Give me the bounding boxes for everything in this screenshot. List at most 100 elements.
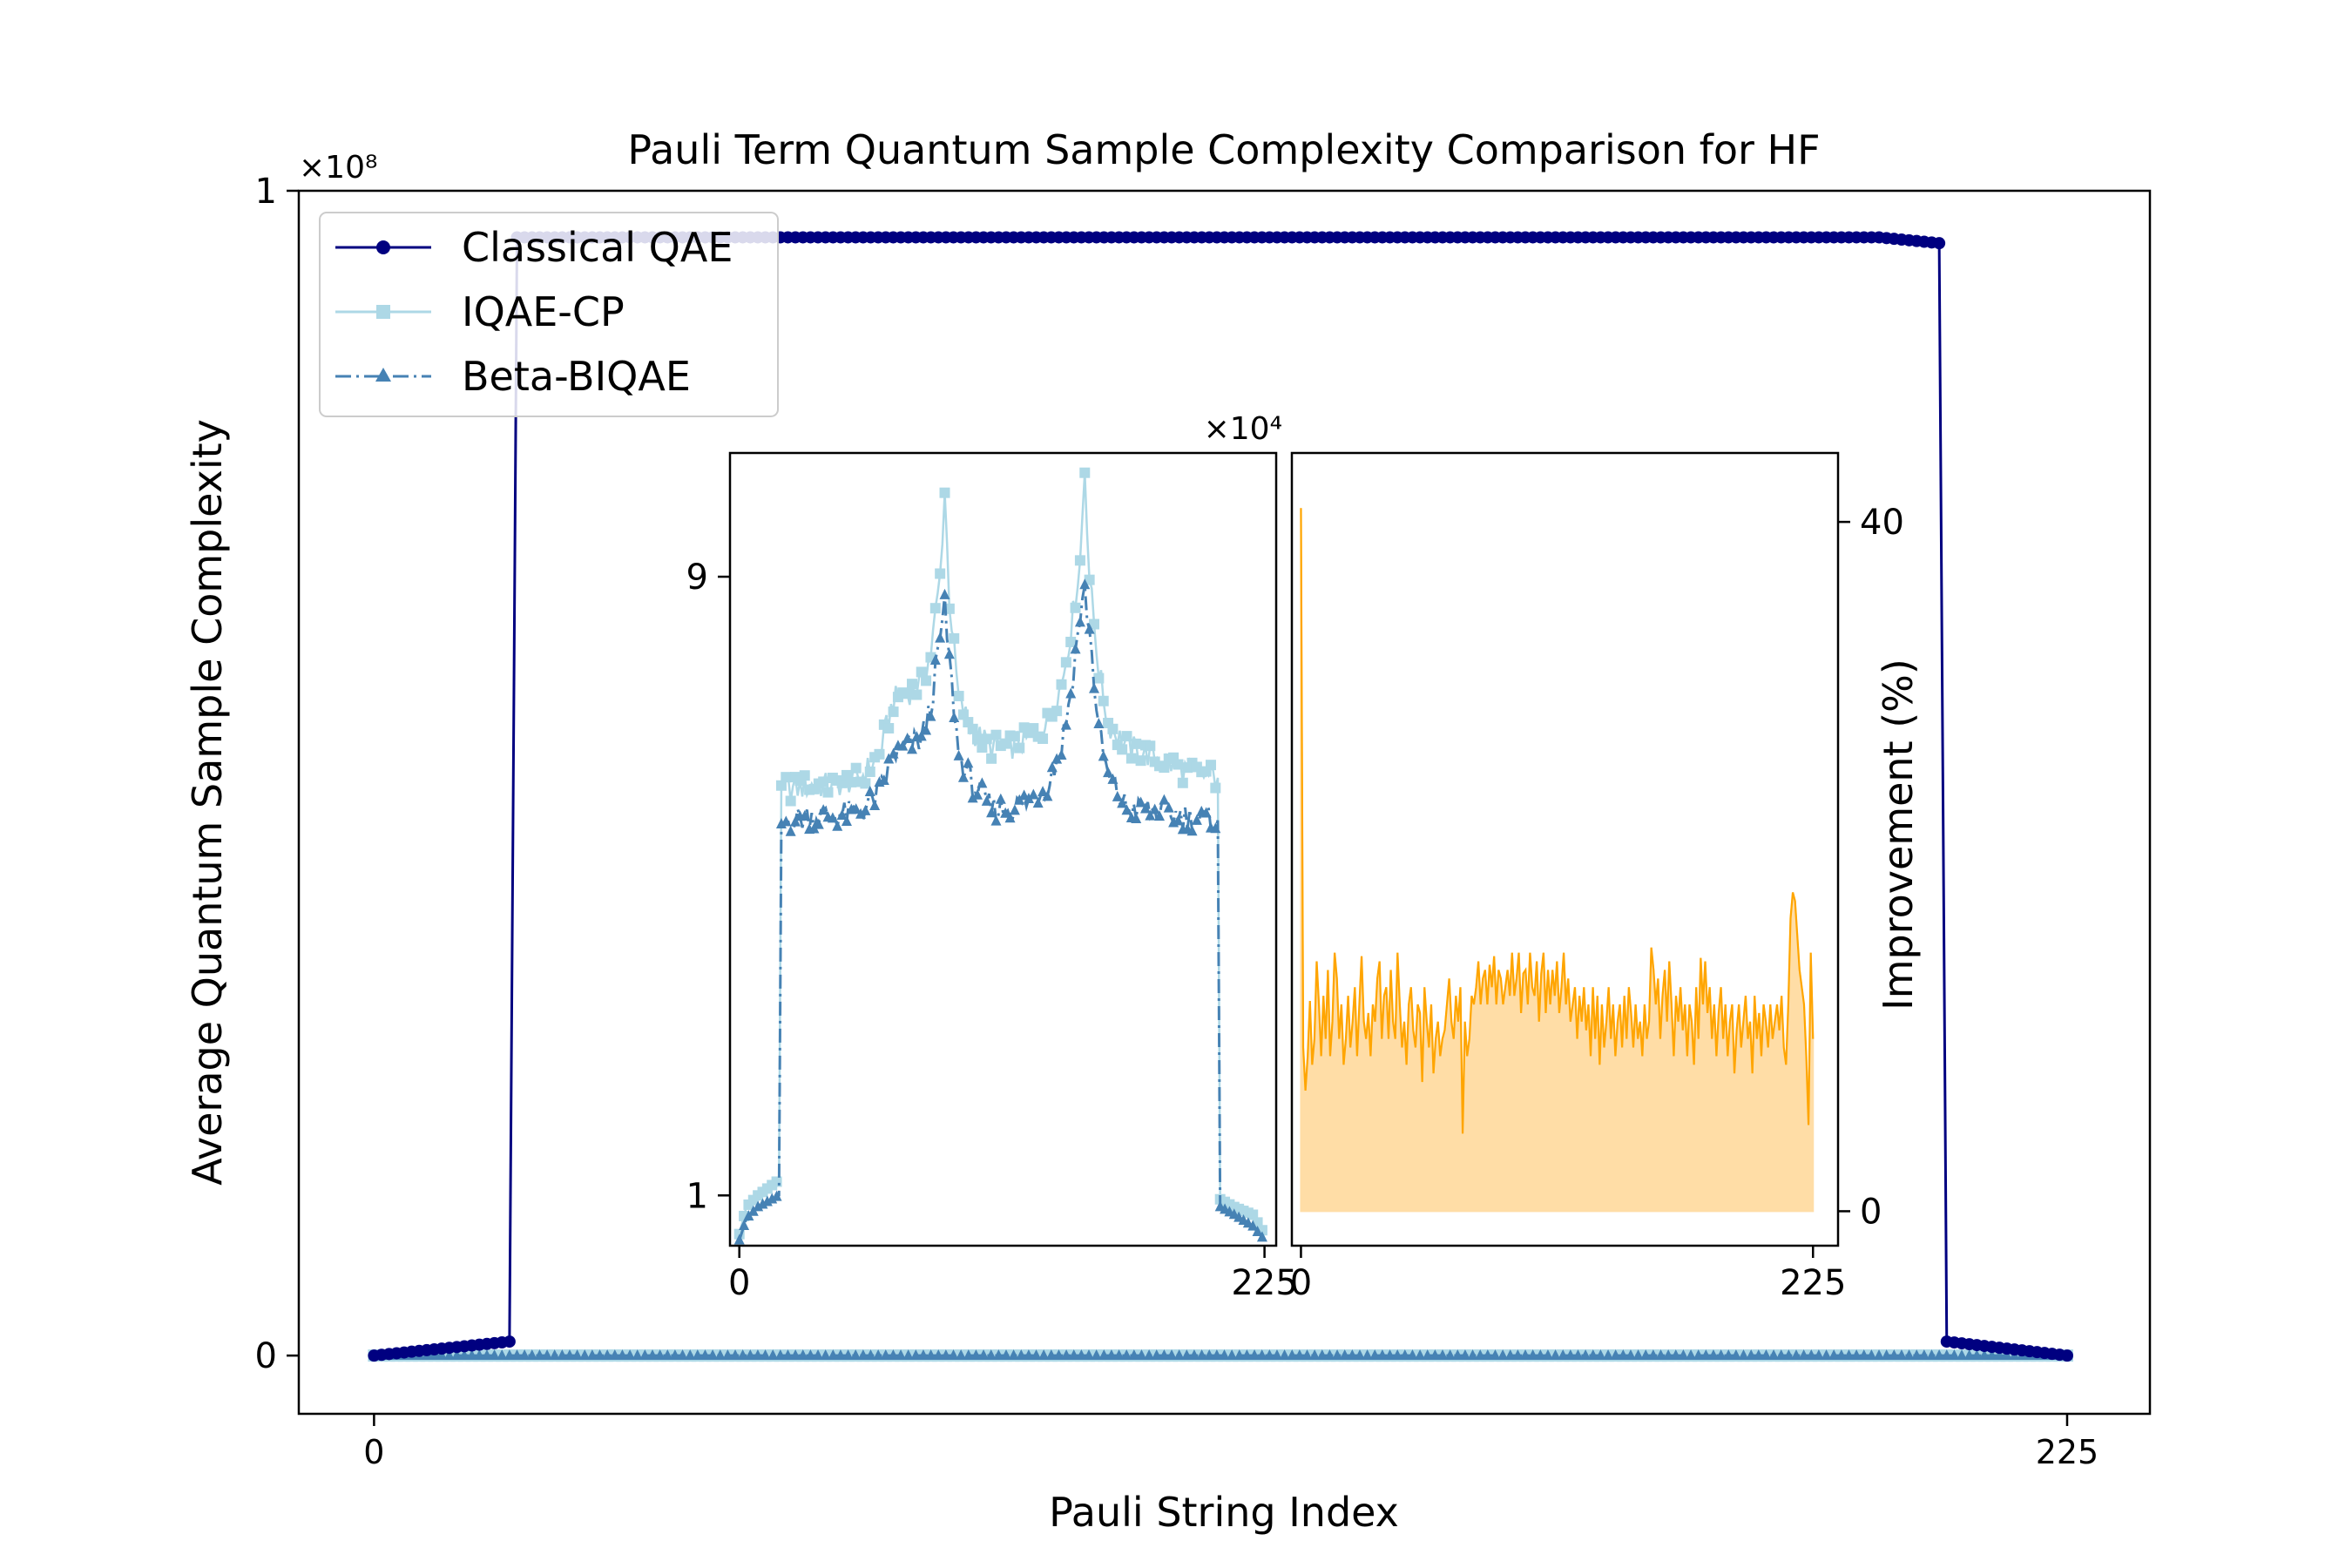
inset-left-point-beta-biqae [972, 788, 983, 800]
main-point-beta-biqae [813, 1348, 824, 1360]
main-point-beta-biqae [1045, 1348, 1057, 1360]
main-point-beta-biqae [1437, 1348, 1449, 1360]
inset-left-point-beta-biqae [1139, 802, 1151, 814]
inset-left-point-beta-biqae [1121, 804, 1132, 815]
main-point-beta-biqae [1061, 1348, 1072, 1360]
main-x-tick-label: 0 [363, 1433, 384, 1471]
main-point-beta-biqae [1693, 1348, 1704, 1360]
main-point-beta-biqae [1354, 1348, 1365, 1360]
inset-left-point-iqae-cp [1205, 760, 1216, 771]
inset-left-point-beta-biqae [953, 749, 964, 760]
main-point-beta-biqae [1301, 1348, 1313, 1360]
inset-left-point-iqae-cp [1060, 657, 1071, 668]
inset-left-point-iqae-cp [1210, 782, 1221, 794]
main-y-ticks: 01 [255, 172, 299, 1376]
main-point-beta-biqae [1723, 1348, 1734, 1360]
main-point-beta-biqae [1497, 1348, 1509, 1360]
main-point-beta-biqae [1227, 1348, 1238, 1360]
main-point-beta-biqae [1949, 1348, 1960, 1360]
main-point-beta-biqae [1934, 1348, 1945, 1360]
inset-right-y-axis-label: Improvement (%) [1875, 659, 1922, 1010]
inset-left-point-iqae-cp [874, 748, 885, 760]
main-point-beta-biqae [1144, 1348, 1155, 1360]
inset-left-point-beta-biqae [1093, 718, 1105, 729]
inset-left-point-iqae-cp [1000, 738, 1011, 749]
inset-left-point-iqae-cp [1065, 636, 1077, 647]
inset-left-point-beta-biqae [878, 774, 889, 786]
main-point-beta-biqae [617, 1348, 628, 1360]
inset-left-point-iqae-cp [916, 666, 927, 678]
main-point-beta-biqae [1452, 1348, 1463, 1360]
main-point-beta-biqae [1903, 1348, 1915, 1360]
inset-left-point-iqae-cp [1117, 744, 1128, 755]
inset-left-point-beta-biqae [781, 815, 792, 827]
main-point-beta-biqae [1249, 1348, 1260, 1360]
inset-left-point-beta-biqae [1191, 814, 1202, 825]
inset-left-point-beta-biqae [1060, 719, 1071, 730]
main-y-tick-label: 0 [255, 1336, 277, 1376]
main-point-beta-biqae [1399, 1348, 1410, 1360]
main-point-beta-biqae [1415, 1348, 1426, 1360]
inset-left-frame [728, 451, 1278, 1247]
main-point-beta-biqae [1151, 1348, 1162, 1360]
main-point-beta-biqae [1580, 1348, 1592, 1360]
main-point-beta-biqae [609, 1348, 620, 1360]
main-point-beta-biqae [1572, 1348, 1584, 1360]
inset-right-x-tick-label: 0 [1290, 1263, 1312, 1303]
inset-left-point-iqae-cp [1074, 555, 1085, 566]
main-point-beta-biqae [557, 1348, 568, 1360]
main-point-beta-biqae [1023, 1348, 1034, 1360]
main-point-beta-biqae [797, 1348, 808, 1360]
main-point-beta-biqae [1978, 1348, 1990, 1360]
inset-left-point-beta-biqae [1004, 812, 1016, 823]
main-point-beta-biqae [692, 1348, 703, 1360]
main-point-beta-biqae [752, 1348, 763, 1360]
inset-left-x-tick-label: 0 [728, 1263, 750, 1303]
main-point-beta-biqae [504, 1348, 515, 1360]
main-point-beta-biqae [1429, 1348, 1441, 1360]
inset-left-point-iqae-cp [860, 778, 871, 789]
main-point-beta-biqae [1670, 1348, 1681, 1360]
inset-left-point-iqae-cp [781, 772, 792, 783]
inset-left-point-beta-biqae [832, 820, 843, 831]
main-point-beta-biqae [1279, 1348, 1290, 1360]
inset-left-point-iqae-cp [1070, 602, 1081, 613]
legend-entry-iqae-cp: IQAE-CP [335, 288, 625, 335]
inset-left-point-beta-biqae [1089, 682, 1099, 693]
main-point-beta-biqae [1565, 1348, 1576, 1360]
main-point-beta-biqae [1422, 1348, 1433, 1360]
main-point-beta-biqae [511, 1348, 523, 1360]
main-point-beta-biqae [1173, 1348, 1185, 1360]
main-point-beta-biqae [646, 1348, 658, 1360]
main-point-beta-biqae [1287, 1348, 1298, 1360]
main-point-beta-biqae [1181, 1348, 1193, 1360]
main-point-beta-biqae [1324, 1348, 1335, 1360]
main-point-beta-biqae [451, 1348, 463, 1360]
main-point-beta-biqae [857, 1348, 868, 1360]
inset-left-y-multiplier: ×10⁴ [1204, 411, 1282, 447]
main-point-beta-biqae [993, 1348, 1004, 1360]
main-point-beta-biqae [526, 1348, 537, 1360]
main-y-tick-label: 1 [255, 172, 277, 212]
inset-left-point-beta-biqae [1103, 767, 1114, 778]
main-point-beta-biqae [1031, 1348, 1042, 1360]
inset-left-point-iqae-cp [902, 688, 913, 700]
main-point-beta-biqae [685, 1348, 696, 1360]
main-point-beta-biqae [1520, 1348, 1531, 1360]
main-point-beta-biqae [700, 1348, 711, 1360]
main-point-beta-biqae [1459, 1348, 1470, 1360]
main-point-beta-biqae [579, 1348, 591, 1360]
legend-entry-classical-qae: Classical QAE [335, 224, 733, 271]
main-point-beta-biqae [956, 1348, 967, 1360]
main-point-beta-biqae [594, 1348, 605, 1360]
main-point-beta-biqae [1084, 1348, 1095, 1360]
y-axis-label: Average Quantum Sample Complexity [184, 419, 231, 1186]
main-point-beta-biqae [1753, 1348, 1764, 1360]
legend-frame [319, 212, 779, 417]
main-axes-frame [297, 189, 2152, 1416]
inset-left-point-beta-biqae [818, 804, 829, 815]
main-point-beta-biqae [835, 1348, 846, 1360]
main-point-beta-biqae [1768, 1348, 1780, 1360]
inset-left-point-iqae-cp [1014, 742, 1025, 754]
